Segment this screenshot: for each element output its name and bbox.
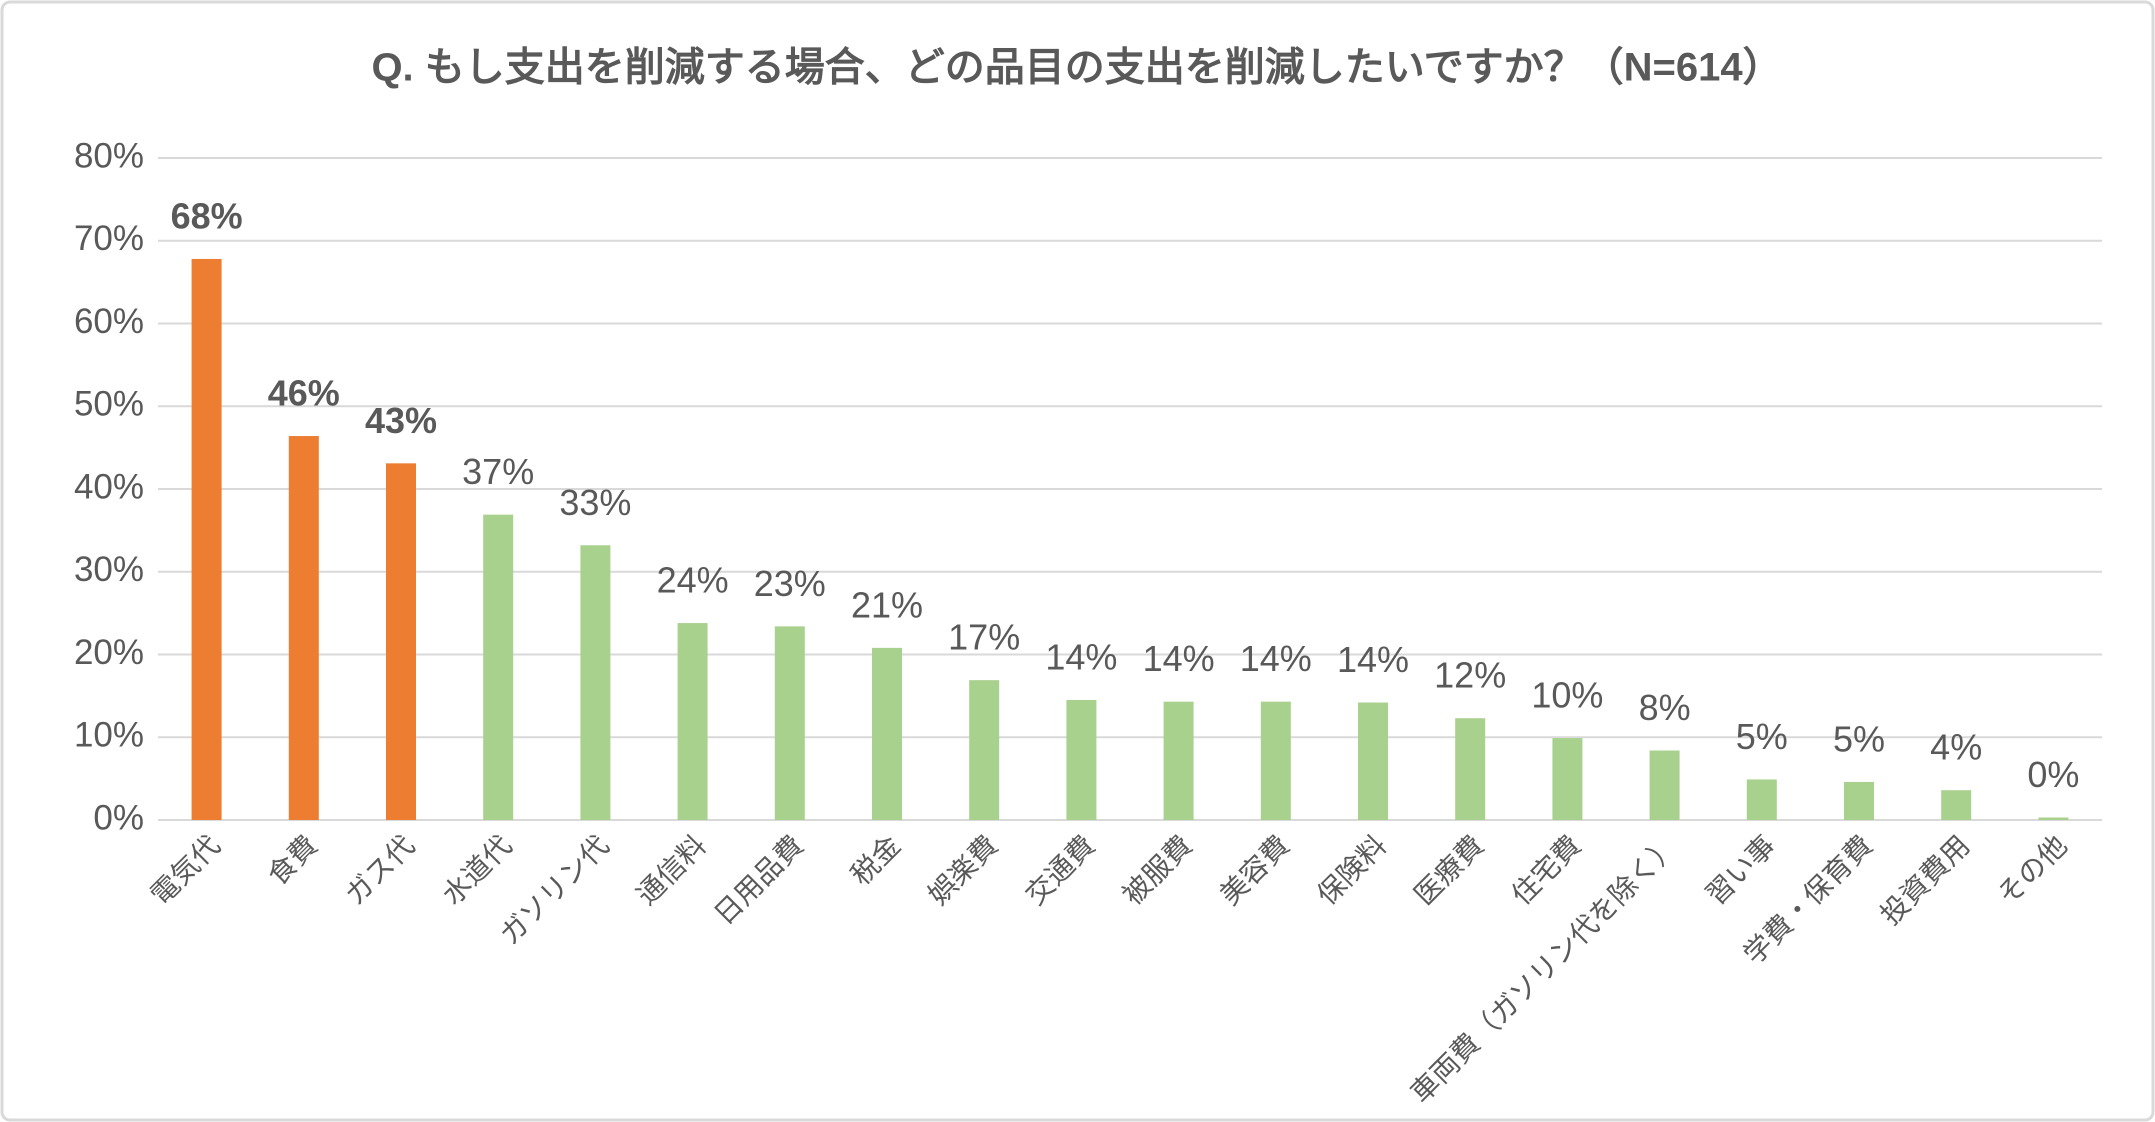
y-tick-label: 40%	[74, 467, 144, 506]
data-label: 21%	[851, 584, 923, 625]
y-tick-label: 20%	[74, 633, 144, 672]
bar	[677, 623, 708, 820]
bar	[1358, 702, 1388, 820]
y-tick-label: 30%	[74, 550, 144, 589]
y-tick-label: 80%	[74, 136, 144, 175]
data-label: 14%	[1045, 637, 1117, 678]
bar	[2038, 817, 2069, 820]
data-label: 37%	[462, 451, 534, 492]
data-label: 5%	[1833, 718, 1885, 759]
bar	[288, 436, 319, 820]
bar	[1844, 781, 1874, 820]
bar	[1746, 779, 1777, 820]
y-tick-label: 60%	[74, 302, 144, 341]
data-label: 0%	[2027, 754, 2079, 795]
chart-title: Q. もし支出を削減する場合、どの品目の支出を削減したいですか？（N=614）	[371, 46, 1782, 90]
bar	[580, 545, 611, 820]
bar	[1163, 701, 1194, 820]
bar	[1260, 701, 1291, 820]
bar	[191, 258, 222, 821]
data-label: 17%	[948, 617, 1020, 658]
bar	[1649, 750, 1680, 820]
bar	[774, 626, 805, 820]
data-label: 14%	[1337, 639, 1409, 680]
bar	[969, 680, 1000, 820]
y-tick-label: 50%	[74, 385, 144, 424]
data-label: 33%	[559, 482, 631, 523]
data-label: 68%	[171, 195, 243, 236]
data-label: 43%	[365, 400, 437, 441]
bar	[1941, 790, 1972, 820]
data-label: 24%	[657, 560, 729, 601]
bar	[1066, 700, 1097, 820]
y-tick-label: 0%	[93, 798, 144, 837]
bar	[1552, 738, 1583, 820]
data-label: 14%	[1240, 638, 1312, 679]
data-label: 46%	[268, 373, 340, 414]
y-tick-label: 70%	[74, 219, 144, 258]
bar	[483, 514, 514, 820]
bar	[386, 463, 416, 820]
data-label: 8%	[1639, 687, 1691, 728]
bar	[872, 647, 902, 820]
data-label: 12%	[1434, 655, 1506, 696]
data-label: 10%	[1531, 675, 1603, 716]
data-label: 4%	[1930, 727, 1982, 768]
data-label: 23%	[754, 563, 826, 604]
data-label: 5%	[1736, 716, 1788, 757]
data-label: 14%	[1143, 638, 1215, 679]
y-tick-label: 10%	[74, 716, 144, 755]
bar	[1455, 718, 1486, 820]
